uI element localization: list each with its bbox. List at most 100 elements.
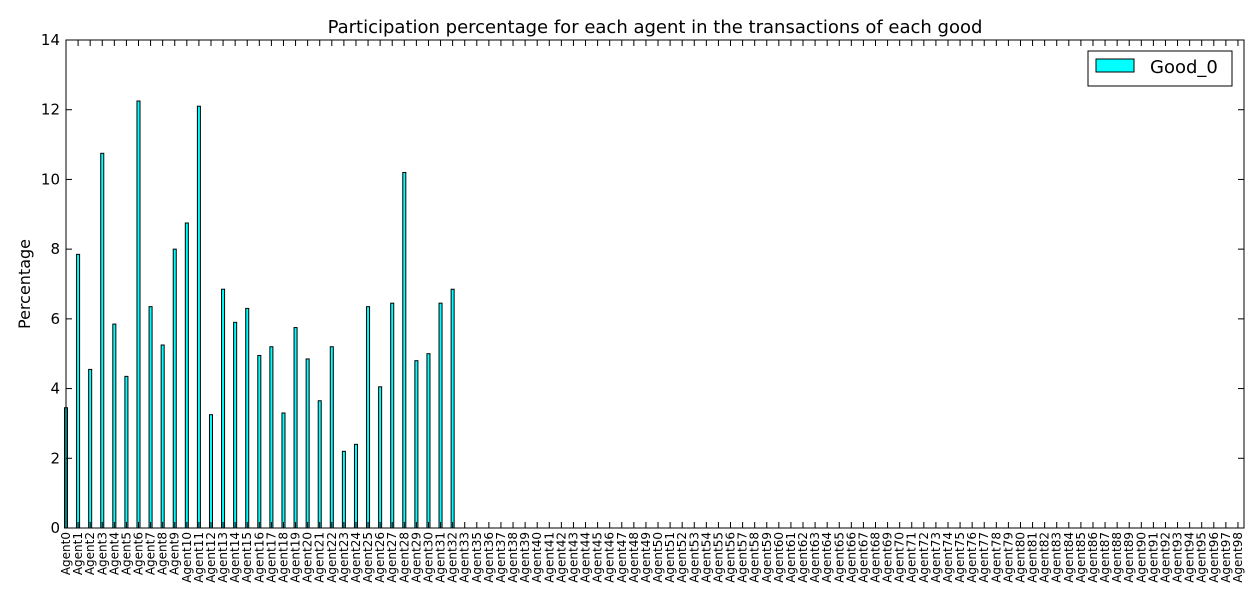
- x-tick-label-agent98: Agent98: [1231, 532, 1245, 583]
- x-tick-label-agent88: Agent88: [1110, 532, 1124, 583]
- x-tick-label-agent20: Agent20: [301, 532, 315, 583]
- x-tick-label-agent85: Agent85: [1074, 532, 1088, 583]
- x-tick-label-agent69: Agent69: [881, 532, 895, 583]
- x-tick-label-agent42: Agent42: [554, 532, 568, 583]
- bar-agent4: [112, 323, 117, 529]
- x-tick-label-agent79: Agent79: [1001, 532, 1015, 583]
- bar-agent32: [450, 288, 455, 529]
- x-tick-label-agent32: Agent32: [446, 532, 460, 583]
- bar-agent16: [257, 354, 262, 529]
- x-tick-label-agent82: Agent82: [1038, 532, 1052, 583]
- x-tick-label-agent35: Agent35: [470, 532, 484, 583]
- x-tick-label-agent2: Agent2: [83, 532, 97, 575]
- plot-frame: [65, 39, 1245, 529]
- bar-agent28: [402, 171, 407, 529]
- x-tick-label-agent33: Agent33: [458, 532, 472, 583]
- bar-agent22: [329, 346, 334, 529]
- bar-agent15: [245, 307, 250, 529]
- x-tick-label-agent65: Agent65: [832, 532, 846, 583]
- x-tick-label-agent15: Agent15: [240, 532, 254, 583]
- x-tick-label-agent22: Agent22: [325, 532, 339, 583]
- x-tick-label-agent18: Agent18: [276, 532, 290, 583]
- bar-agent23: [341, 450, 346, 529]
- x-tick-label-agent68: Agent68: [869, 532, 883, 583]
- x-tick-label-agent49: Agent49: [639, 532, 653, 583]
- x-tick-label-agent60: Agent60: [772, 532, 786, 583]
- x-tick-label-agent93: Agent93: [1171, 532, 1185, 583]
- legend: Good_0: [1087, 50, 1233, 87]
- x-tick-label-agent54: Agent54: [699, 532, 713, 583]
- x-tick-label-agent75: Agent75: [953, 532, 967, 583]
- x-tick-label-agent76: Agent76: [965, 532, 979, 583]
- y-tick-label: 8: [50, 240, 60, 258]
- legend-swatch-good-0: [1095, 58, 1135, 73]
- x-tick-label-agent72: Agent72: [917, 532, 931, 583]
- x-tick-label-agent13: Agent13: [216, 532, 230, 583]
- x-tick-label-agent50: Agent50: [651, 532, 665, 583]
- x-tick-label-agent67: Agent67: [856, 532, 870, 583]
- x-tick-label-agent94: Agent94: [1183, 532, 1197, 583]
- x-tick-label-agent91: Agent91: [1146, 532, 1160, 583]
- bar-agent10: [184, 222, 189, 529]
- x-tick-label-agent7: Agent7: [144, 532, 158, 575]
- x-tick-label-agent59: Agent59: [760, 532, 774, 583]
- x-tick-label-agent90: Agent90: [1134, 532, 1148, 583]
- bar-agent8: [160, 344, 165, 529]
- x-tick-label-agent64: Agent64: [820, 532, 834, 583]
- bar-agent30: [426, 353, 431, 529]
- x-tick-label-agent70: Agent70: [893, 532, 907, 583]
- x-tick-label-agent89: Agent89: [1122, 532, 1136, 583]
- chart-title: Participation percentage for each agent …: [328, 17, 983, 38]
- x-tick-label-agent8: Agent8: [156, 532, 170, 575]
- x-tick-label-agent81: Agent81: [1026, 532, 1040, 583]
- y-tick-label: 6: [50, 310, 60, 328]
- bar-agent26: [378, 386, 383, 529]
- x-tick-label-agent30: Agent30: [421, 532, 435, 583]
- bar-agent21: [317, 400, 322, 529]
- x-tick-label-agent40: Agent40: [530, 532, 544, 583]
- y-tick-label: 0: [50, 519, 60, 537]
- bar-agent3: [100, 152, 105, 529]
- bar-agent2: [88, 368, 93, 529]
- bar-agent18: [281, 412, 286, 529]
- x-tick-label-agent27: Agent27: [385, 532, 399, 583]
- x-tick-label-agent21: Agent21: [313, 532, 327, 583]
- x-tick-label-agent86: Agent86: [1086, 532, 1100, 583]
- x-tick-label-agent97: Agent97: [1219, 532, 1233, 583]
- y-tick-label: 4: [50, 380, 60, 398]
- x-tick-label-agent26: Agent26: [373, 532, 387, 583]
- legend-label-good-0: Good_0: [1150, 57, 1218, 78]
- bar-agent13: [221, 288, 226, 529]
- x-tick-label-agent77: Agent77: [977, 532, 991, 583]
- bars-group: [63, 100, 455, 529]
- bar-agent19: [293, 327, 298, 529]
- y-tick-label: 12: [41, 101, 60, 119]
- x-tick-label-agent3: Agent3: [95, 532, 109, 575]
- x-tick-label-agent51: Agent51: [663, 532, 677, 583]
- y-axis: 0 2 4 6 8 10 12 14: [41, 31, 1244, 537]
- x-tick-label-agent12: Agent12: [204, 532, 218, 583]
- y-tick-label: 2: [50, 449, 60, 467]
- x-tick-label-agent71: Agent71: [905, 532, 919, 583]
- bar-agent20: [305, 358, 310, 529]
- x-tick-label-agent84: Agent84: [1062, 532, 1076, 583]
- x-tick-label-agent73: Agent73: [929, 532, 943, 583]
- bar-agent6: [136, 100, 141, 529]
- x-tick-label-agent55: Agent55: [711, 532, 725, 583]
- x-tick-label-agent44: Agent44: [579, 532, 593, 583]
- x-tick-label-agent36: Agent36: [482, 532, 496, 583]
- x-tick-label-agent11: Agent11: [192, 532, 206, 583]
- bar-agent11: [196, 105, 201, 529]
- x-tick-label-agent87: Agent87: [1098, 532, 1112, 583]
- x-tick-label-agent58: Agent58: [748, 532, 762, 583]
- y-tick-label: 14: [41, 31, 60, 49]
- x-tick-label-agent78: Agent78: [989, 532, 1003, 583]
- x-tick-label-agent57: Agent57: [736, 532, 750, 583]
- y-axis-label: Percentage: [15, 239, 34, 329]
- x-tick-label-agent83: Agent83: [1050, 532, 1064, 583]
- x-tick-label-agent4: Agent4: [107, 532, 121, 575]
- x-tick-label-agent48: Agent48: [627, 532, 641, 583]
- x-tick-label-agent31: Agent31: [434, 532, 448, 583]
- x-tick-label-agent6: Agent6: [131, 532, 145, 575]
